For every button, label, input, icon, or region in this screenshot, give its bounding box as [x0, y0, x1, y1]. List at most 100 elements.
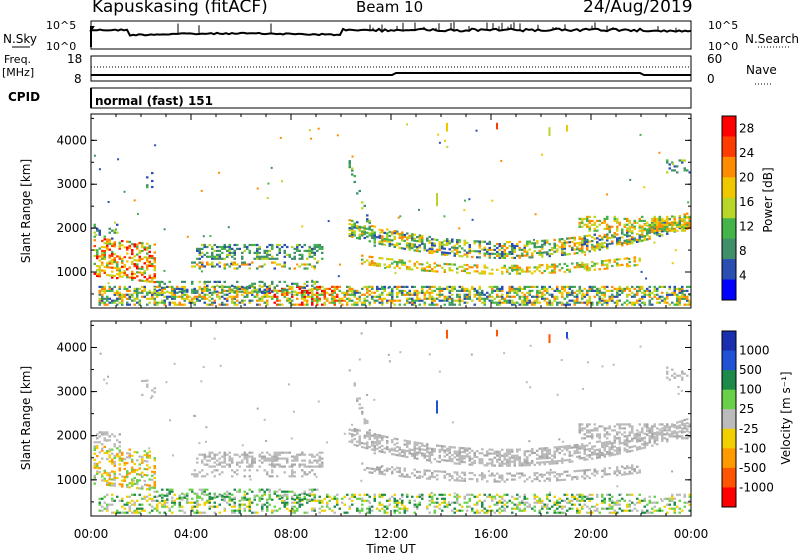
scatter-cell	[163, 291, 166, 294]
scatter-cell	[373, 225, 376, 228]
scatter-cell	[528, 285, 531, 288]
scatter-cell	[346, 493, 349, 496]
scatter-cell	[191, 509, 194, 512]
scatter-cell	[453, 495, 456, 498]
scatter-cell	[408, 450, 411, 453]
scatter-cell	[603, 241, 606, 244]
scatter-cell	[586, 265, 589, 268]
scatter-cell	[286, 490, 289, 493]
scatter-cell	[236, 473, 239, 476]
scatter-cell	[198, 488, 201, 491]
scatter-cell	[141, 461, 144, 464]
scatter-cell	[396, 442, 399, 445]
scatter-cell	[348, 289, 351, 292]
scatter-cell	[373, 493, 376, 496]
scatter-cell	[488, 246, 491, 249]
scatter-cell	[588, 301, 591, 304]
scatter-cell	[588, 219, 591, 222]
scatter-cell	[456, 509, 459, 512]
scatter-cell	[131, 503, 134, 506]
scatter-cell	[518, 495, 521, 498]
scatter-cell	[511, 264, 514, 267]
scatter-cell	[221, 471, 224, 474]
scatter-cell	[238, 507, 241, 510]
scatter-cell	[373, 301, 376, 304]
scatter-cell	[486, 509, 489, 512]
scatter-cell	[293, 257, 296, 260]
scatter-cell	[141, 265, 144, 268]
scatter-cell	[378, 297, 381, 300]
scatter-cell	[158, 501, 161, 504]
scatter-cell	[231, 301, 234, 304]
scatter-cell	[253, 511, 256, 514]
scatter-cell	[213, 465, 216, 468]
scatter-cell	[368, 293, 371, 296]
scatter-cell	[418, 234, 421, 237]
scatter-cell	[566, 264, 569, 267]
scatter-cell	[443, 297, 446, 300]
scatter-cell	[133, 255, 136, 258]
scatter-cell	[446, 145, 449, 148]
scatter-cell	[628, 234, 631, 237]
scatter-cell	[526, 501, 529, 504]
scatter-cell	[118, 291, 121, 294]
scatter-cell	[283, 249, 286, 252]
scatter-cell	[661, 230, 664, 233]
scatter-cell	[251, 461, 254, 464]
scatter-cell	[166, 492, 169, 495]
scatter-cell	[368, 234, 371, 237]
scatter-cell	[241, 299, 244, 302]
scatter-cell	[398, 234, 401, 238]
scatter-cell	[583, 265, 586, 268]
scatter-cell	[156, 295, 159, 298]
scatter-cell	[573, 236, 576, 239]
scatter-cell	[658, 215, 661, 218]
scatter-cell	[446, 253, 449, 256]
scatter-cell	[93, 445, 96, 448]
scatter-cell	[133, 287, 136, 290]
scatter-cell	[631, 509, 634, 512]
scatter-cell	[243, 496, 246, 499]
scatter-cell	[593, 264, 596, 267]
scatter-cell	[221, 461, 224, 464]
scatter-cell	[618, 493, 621, 496]
scatter-cell	[543, 297, 546, 300]
scatter-cell	[306, 263, 309, 266]
scatter-cell	[623, 499, 626, 502]
scatter-cell	[491, 295, 494, 298]
scatter-cell	[578, 263, 581, 267]
scatter-cell	[343, 291, 346, 294]
scatter-cell	[501, 285, 504, 288]
scatter-cell	[186, 295, 189, 298]
scatter-cell	[468, 297, 471, 300]
scatter-cell	[118, 467, 121, 470]
scatter-cell	[611, 289, 614, 292]
scatter-cell	[313, 509, 316, 512]
scatter-cell	[243, 286, 246, 289]
scatter-cell	[558, 289, 561, 292]
scatter-cell	[441, 497, 444, 500]
scatter-cell	[486, 452, 489, 455]
scatter-cell	[523, 301, 526, 304]
scatter-cell	[461, 447, 464, 450]
scatter-cell	[368, 501, 371, 504]
scatter-cell	[181, 291, 184, 294]
scatter-cell	[418, 450, 421, 453]
scatter-cell	[461, 287, 464, 290]
scatter-cell	[543, 287, 546, 290]
scatter-cell	[546, 503, 549, 506]
scatter-cell	[528, 505, 531, 508]
scatter-cell	[241, 290, 244, 293]
scatter-cell	[136, 247, 139, 250]
scatter-cell	[498, 495, 501, 498]
scatter-cell	[153, 243, 156, 246]
scatter-cell	[201, 255, 204, 258]
scatter-cell	[653, 221, 656, 224]
scatter-cell	[266, 451, 269, 454]
scatter-cell	[126, 484, 129, 487]
scatter-cell	[681, 218, 684, 221]
scatter-cell	[133, 303, 136, 306]
scatter-cell	[108, 254, 111, 257]
scatter-cell	[403, 505, 406, 508]
scatter-cell	[581, 247, 584, 250]
